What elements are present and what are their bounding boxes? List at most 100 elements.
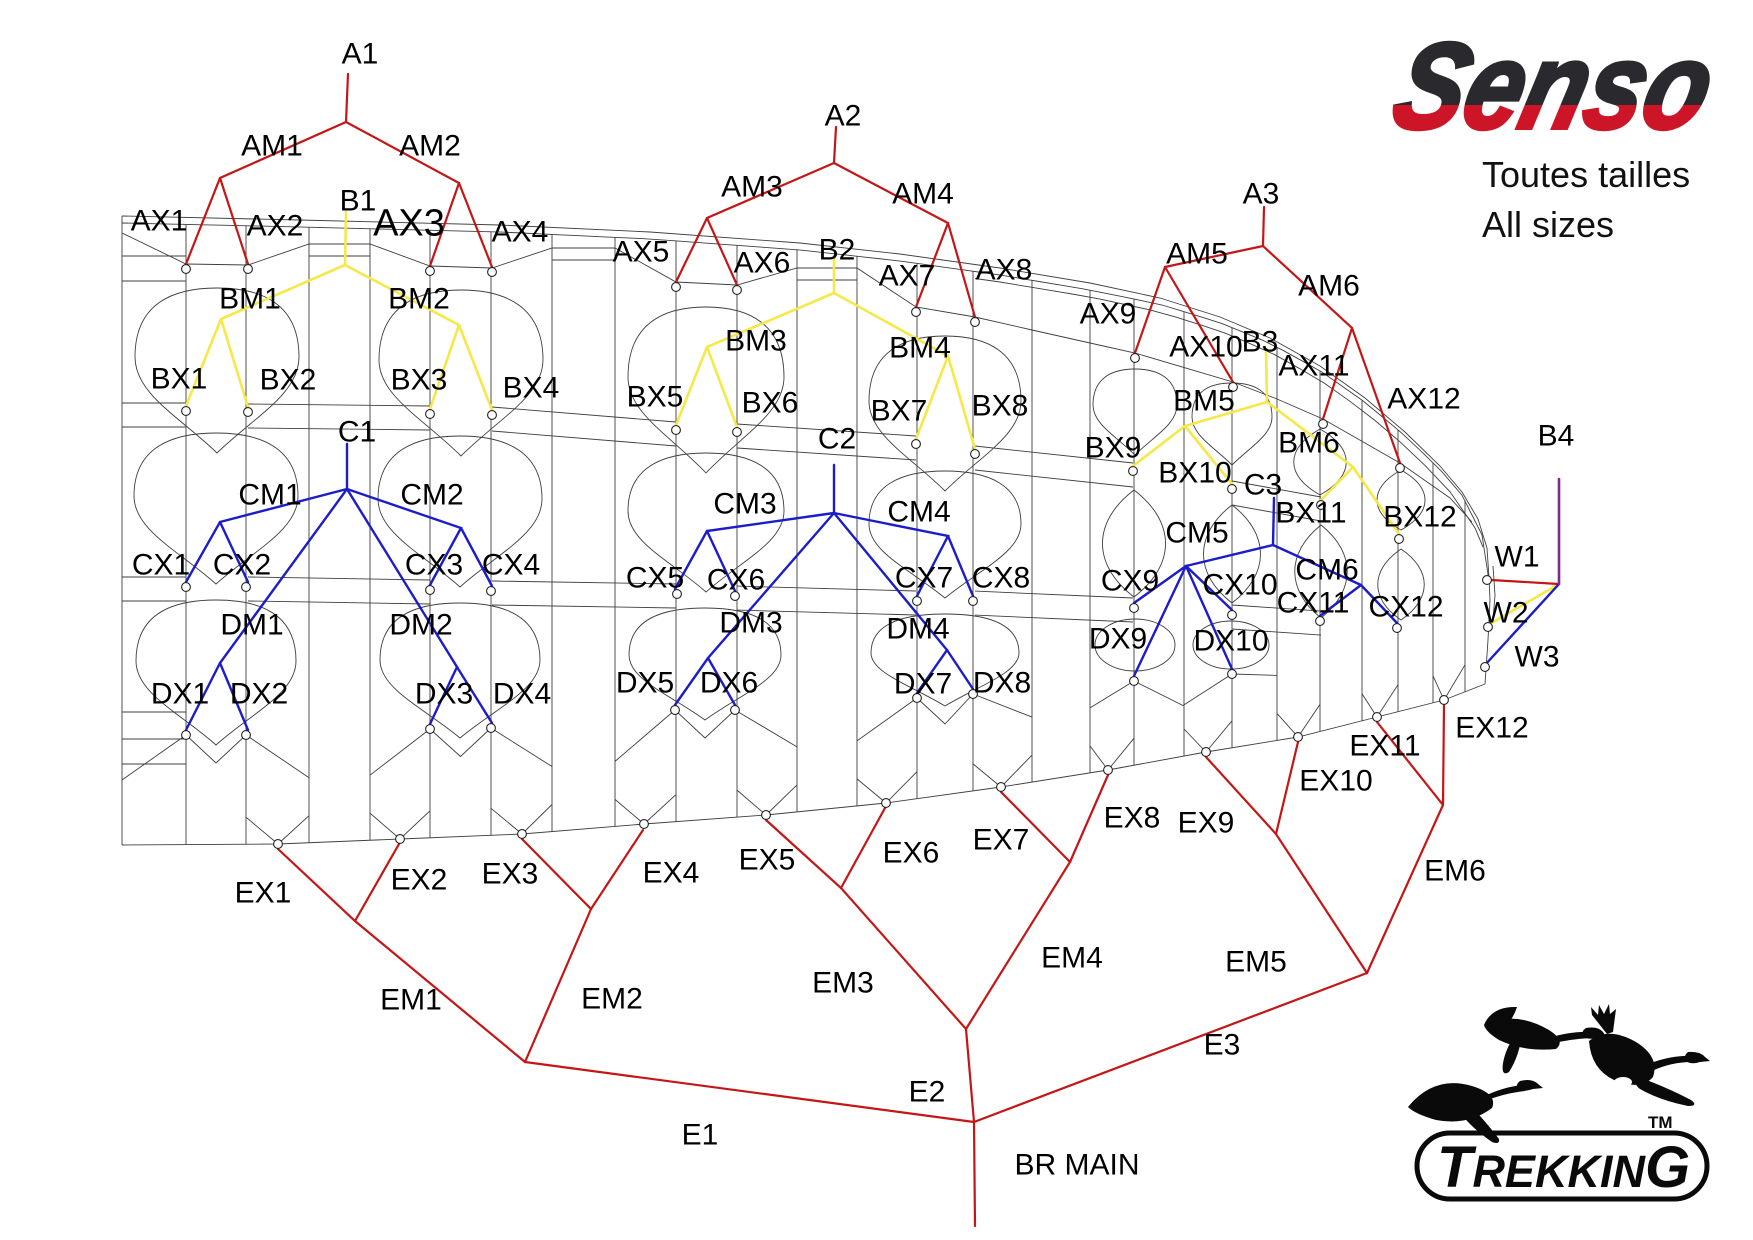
svg-text:AX8: AX8	[976, 254, 1033, 287]
svg-text:EM3: EM3	[812, 967, 874, 1000]
svg-text:AM6: AM6	[1298, 270, 1360, 303]
svg-text:EX11: EX11	[1349, 730, 1420, 763]
svg-text:DM3: DM3	[719, 607, 782, 640]
svg-text:BM3: BM3	[725, 325, 787, 358]
svg-text:CM1: CM1	[238, 479, 301, 512]
svg-text:BX8: BX8	[972, 390, 1029, 423]
svg-text:EX6: EX6	[883, 837, 940, 870]
svg-text:BX9: BX9	[1085, 432, 1142, 465]
svg-text:EX12: EX12	[1455, 712, 1528, 745]
svg-text:AX9: AX9	[1080, 298, 1137, 331]
svg-text:EX2: EX2	[391, 864, 448, 897]
svg-text:TM: TM	[1648, 1113, 1673, 1132]
svg-text:A2: A2	[825, 100, 862, 133]
svg-text:B4: B4	[1538, 420, 1575, 453]
svg-text:AX2: AX2	[247, 210, 304, 243]
svg-text:EX3: EX3	[482, 858, 539, 891]
svg-text:A1: A1	[342, 38, 379, 71]
svg-text:Senso: Senso	[1381, 19, 1727, 155]
svg-text:AM5: AM5	[1166, 238, 1228, 271]
svg-text:BX11: BX11	[1275, 497, 1346, 530]
svg-text:CM4: CM4	[887, 496, 950, 529]
svg-text:CX4: CX4	[482, 549, 540, 582]
svg-text:BM5: BM5	[1173, 385, 1235, 418]
svg-text:CX6: CX6	[707, 564, 765, 597]
svg-text:CX7: CX7	[895, 562, 953, 595]
svg-text:CX2: CX2	[213, 549, 271, 582]
svg-text:B2: B2	[819, 234, 856, 267]
svg-text:CX12: CX12	[1368, 591, 1443, 624]
svg-text:EX10: EX10	[1299, 765, 1372, 798]
svg-text:DX1: DX1	[151, 678, 209, 711]
svg-text:AX7: AX7	[879, 260, 936, 293]
svg-text:EM1: EM1	[380, 984, 442, 1017]
svg-text:All sizes: All sizes	[1482, 204, 1614, 245]
svg-text:BX2: BX2	[260, 364, 317, 397]
svg-text:A3: A3	[1243, 178, 1280, 211]
svg-text:AX4: AX4	[492, 216, 549, 249]
svg-text:W1: W1	[1495, 541, 1540, 574]
svg-text:BX4: BX4	[503, 372, 560, 405]
svg-text:CX11: CX11	[1277, 587, 1350, 620]
svg-text:W2: W2	[1484, 597, 1529, 630]
svg-text:AX3: AX3	[373, 203, 445, 245]
svg-text:AX6: AX6	[734, 247, 791, 280]
svg-text:B1: B1	[340, 185, 377, 218]
svg-text:EX8: EX8	[1104, 802, 1161, 835]
svg-text:DM1: DM1	[220, 609, 283, 642]
svg-text:AM1: AM1	[241, 130, 303, 163]
svg-text:CX8: CX8	[972, 562, 1030, 595]
svg-text:E2: E2	[909, 1076, 946, 1109]
svg-text:EM6: EM6	[1424, 855, 1486, 888]
svg-text:AX12: AX12	[1387, 383, 1460, 416]
svg-text:BX7: BX7	[871, 395, 928, 428]
svg-text:C3: C3	[1244, 469, 1282, 502]
svg-text:DX4: DX4	[493, 678, 551, 711]
svg-text:DX2: DX2	[230, 678, 288, 711]
svg-text:Toutes tailles: Toutes tailles	[1482, 154, 1690, 195]
svg-text:CX1: CX1	[132, 549, 190, 582]
svg-text:BX5: BX5	[627, 381, 684, 414]
svg-text:EX1: EX1	[235, 877, 292, 910]
svg-text:EX7: EX7	[973, 824, 1030, 857]
svg-text:TREKKING: TREKKING	[1437, 1135, 1690, 1200]
svg-text:AM2: AM2	[399, 130, 461, 163]
svg-text:DX10: DX10	[1193, 625, 1268, 658]
svg-text:EX4: EX4	[643, 857, 700, 890]
svg-text:BX6: BX6	[742, 387, 799, 420]
svg-text:CM3: CM3	[713, 488, 776, 521]
svg-text:E1: E1	[682, 1119, 719, 1152]
svg-text:BM1: BM1	[219, 283, 281, 316]
svg-text:AX11: AX11	[1278, 350, 1349, 383]
svg-text:BM6: BM6	[1278, 427, 1340, 460]
svg-text:DX9: DX9	[1089, 623, 1147, 656]
svg-text:EX9: EX9	[1178, 807, 1235, 840]
svg-text:DX7: DX7	[894, 668, 952, 701]
svg-text:CX9: CX9	[1101, 565, 1159, 598]
svg-text:CX5: CX5	[626, 562, 684, 595]
svg-text:AX10: AX10	[1169, 331, 1242, 364]
svg-text:DX3: DX3	[415, 678, 473, 711]
svg-text:DX6: DX6	[700, 667, 758, 700]
svg-text:CX3: CX3	[405, 549, 463, 582]
svg-text:W3: W3	[1515, 641, 1560, 674]
svg-text:BM2: BM2	[388, 283, 450, 316]
svg-text:BX3: BX3	[391, 364, 448, 397]
svg-text:BR MAIN: BR MAIN	[1014, 1149, 1139, 1182]
svg-text:BX10: BX10	[1158, 457, 1231, 490]
svg-text:EM2: EM2	[581, 983, 643, 1016]
svg-text:AX1: AX1	[131, 205, 188, 238]
svg-text:CM6: CM6	[1295, 554, 1358, 587]
svg-text:C2: C2	[818, 423, 856, 456]
svg-text:C1: C1	[338, 416, 376, 449]
svg-text:CX10: CX10	[1202, 569, 1277, 602]
svg-text:AX5: AX5	[613, 236, 670, 269]
svg-text:CM5: CM5	[1165, 517, 1228, 550]
svg-text:B3: B3	[1242, 326, 1279, 359]
svg-text:EX5: EX5	[739, 844, 796, 877]
svg-text:CM2: CM2	[400, 479, 463, 512]
svg-text:EM4: EM4	[1041, 942, 1103, 975]
svg-text:E3: E3	[1204, 1029, 1241, 1062]
svg-text:BX1: BX1	[151, 363, 208, 396]
svg-text:DM4: DM4	[886, 613, 949, 646]
